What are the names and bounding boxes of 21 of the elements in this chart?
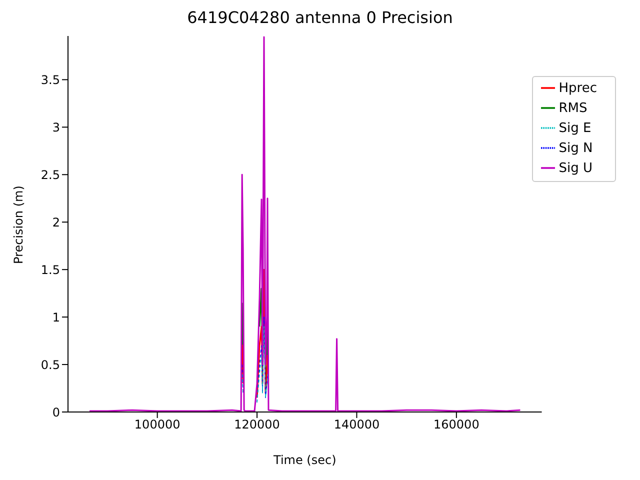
chart-title: 6419C04280 antenna 0 Precision — [186, 8, 454, 29]
y-tick-label: 3 — [52, 120, 60, 134]
line-series — [88, 36, 521, 412]
x-tick-label: 160000 — [434, 418, 480, 432]
x-tick-label: 120000 — [234, 418, 280, 432]
legend-label: Hprec — [558, 81, 597, 96]
legend-label: RMS — [558, 101, 588, 116]
legend-label: Sig N — [558, 141, 593, 156]
y-tick-label: 2 — [52, 215, 60, 230]
x-tick-label: 140000 — [334, 418, 380, 432]
x-axis-title: Time (sec) — [272, 453, 336, 467]
y-tick-label: 1 — [52, 310, 60, 324]
x-tick-label: 100000 — [134, 418, 180, 432]
y-tick-label: 1.5 — [40, 262, 60, 277]
y-tick-label: 0.5 — [40, 358, 60, 372]
y-axis-title: Precision (m) — [11, 186, 26, 264]
y-tick-label: 2.5 — [40, 168, 60, 182]
legend-label: Sig E — [558, 121, 592, 136]
y-tick-label: 0 — [52, 405, 60, 420]
y-tick-label: 3.5 — [40, 72, 60, 87]
legend-label: Sig U — [558, 161, 593, 176]
